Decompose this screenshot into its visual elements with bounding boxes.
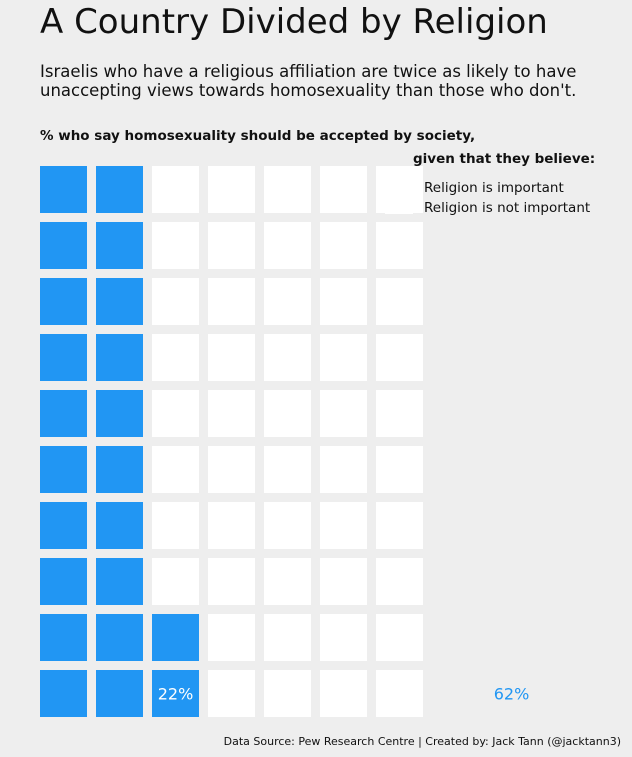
legend-label-religion-important: Religion is important [424,180,564,196]
waffle-cell-religion-important [96,446,143,493]
waffle-cell-religion-not-important [152,502,199,549]
waffle-cell-religion-not-important [264,390,311,437]
waffle-cell-religion-not-important [152,558,199,605]
waffle-cell-religion-not-important [264,614,311,661]
waffle-cell-religion-not-important [264,222,311,269]
value-label-religion-important: 22% [158,685,194,704]
waffle-cell-religion-not-important [264,278,311,325]
chart-title: A Country Divided by Religion [40,2,548,42]
chart-caption-line2: given that they believe: [413,151,596,167]
waffle-cell-religion-not-important [208,222,255,269]
waffle-cell-religion-not-important [320,446,367,493]
waffle-cell-religion-not-important [376,334,423,381]
waffle-cell-religion-not-important [264,446,311,493]
waffle-cell-religion-not-important [320,390,367,437]
waffle-cell-religion-not-important [264,334,311,381]
waffle-cell-religion-not-important [152,222,199,269]
waffle-cell-religion-important [40,670,87,717]
waffle-cell-religion-important [152,614,199,661]
waffle-cell-religion-not-important [208,334,255,381]
waffle-cell-religion-not-important [208,446,255,493]
waffle-cell-religion-not-important [320,166,367,213]
waffle-cell-religion-not-important [208,670,255,717]
waffle-cell-religion-not-important [152,446,199,493]
waffle-cell-religion-important [152,670,199,717]
waffle-cell-religion-important [40,222,87,269]
chart-subtitle: Israelis who have a religious affiliatio… [40,62,577,100]
waffle-cell-religion-not-important [376,502,423,549]
waffle-cell-religion-not-important [376,222,423,269]
waffle-cell-religion-not-important [264,502,311,549]
waffle-cell-religion-important [96,334,143,381]
waffle-cell-religion-not-important [208,614,255,661]
waffle-cell-religion-not-important [376,166,423,213]
waffle-cell-religion-not-important [320,502,367,549]
data-source-footer: Data Source: Pew Research Centre | Creat… [223,735,621,748]
waffle-cell-religion-not-important [264,166,311,213]
waffle-cell-religion-important [96,558,143,605]
waffle-cell-religion-not-important [376,446,423,493]
waffle-cell-religion-not-important [152,334,199,381]
waffle-cell-religion-important [40,614,87,661]
waffle-cell-religion-not-important [208,558,255,605]
waffle-cell-religion-not-important [320,334,367,381]
waffle-cell-religion-not-important [320,558,367,605]
waffle-cell-religion-important [40,446,87,493]
waffle-cell-religion-not-important [376,614,423,661]
waffle-cell-religion-not-important [152,166,199,213]
waffle-cell-religion-not-important [264,558,311,605]
waffle-cell-religion-important [96,502,143,549]
waffle-cell-religion-not-important [208,390,255,437]
waffle-cell-religion-not-important [208,502,255,549]
waffle-cell-religion-important [40,278,87,325]
waffle-cell-religion-important [40,390,87,437]
waffle-cell-religion-not-important [152,390,199,437]
waffle-cell-religion-important [40,166,87,213]
waffle-cell-religion-not-important [320,278,367,325]
waffle-cell-religion-not-important [264,670,311,717]
waffle-cell-religion-important [96,222,143,269]
waffle-cell-religion-not-important [376,670,423,717]
chart-caption-line1: % who say homosexuality should be accept… [40,128,476,144]
waffle-cell-religion-not-important [208,278,255,325]
waffle-cell-religion-important [40,502,87,549]
waffle-cell-religion-not-important [376,558,423,605]
waffle-cell-religion-not-important [376,278,423,325]
waffle-cell-religion-important [40,334,87,381]
waffle-cell-religion-not-important [320,670,367,717]
waffle-cell-religion-not-important [152,278,199,325]
waffle-cell-religion-important [96,390,143,437]
waffle-cell-religion-not-important [208,166,255,213]
waffle-cell-religion-important [96,166,143,213]
waffle-cell-religion-important [40,558,87,605]
waffle-cell-religion-not-important [376,390,423,437]
waffle-cell-religion-not-important [320,614,367,661]
waffle-cell-religion-not-important [320,222,367,269]
waffle-cell-religion-important [96,670,143,717]
waffle-cell-religion-important [96,614,143,661]
value-label-religion-not-important: 62% [494,685,530,704]
waffle-cell-religion-important [96,278,143,325]
legend-label-religion-not-important: Religion is not important [424,200,591,216]
